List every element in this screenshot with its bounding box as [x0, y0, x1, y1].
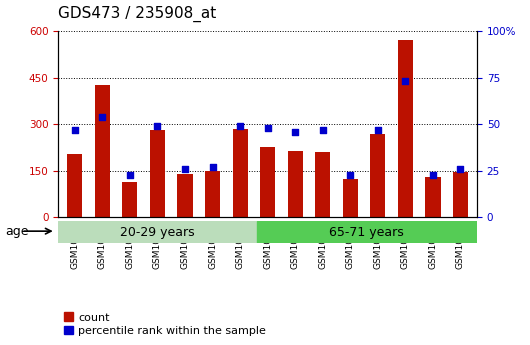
Bar — [95, 85, 110, 217]
Bar — [288, 150, 303, 217]
Point — [208, 164, 217, 170]
Text: 65-71 years: 65-71 years — [330, 226, 404, 238]
Bar — [233, 129, 248, 217]
Point — [429, 172, 437, 177]
Text: GDS473 / 235908_at: GDS473 / 235908_at — [58, 6, 217, 22]
Point — [126, 172, 134, 177]
Bar — [257, 221, 477, 243]
Bar — [260, 148, 275, 217]
Bar — [453, 172, 468, 217]
Point — [346, 172, 355, 177]
Bar — [426, 177, 440, 217]
Bar — [343, 179, 358, 217]
Point — [291, 129, 299, 135]
Bar — [178, 174, 192, 217]
Point — [236, 123, 244, 129]
Text: 20-29 years: 20-29 years — [120, 226, 195, 238]
Bar — [370, 134, 385, 217]
Text: age: age — [5, 225, 29, 238]
Bar — [315, 152, 330, 217]
Bar — [67, 154, 82, 217]
Bar — [150, 130, 165, 217]
Point — [70, 127, 79, 132]
Legend: count, percentile rank within the sample: count, percentile rank within the sample — [64, 313, 266, 336]
Bar — [398, 40, 413, 217]
Point — [374, 127, 382, 132]
Point — [98, 114, 107, 119]
Point — [153, 123, 162, 129]
Point — [401, 79, 410, 84]
Bar — [205, 171, 220, 217]
Point — [263, 125, 272, 131]
Bar — [122, 181, 137, 217]
Bar — [58, 221, 257, 243]
Point — [181, 166, 189, 172]
Point — [319, 127, 327, 132]
Point — [456, 166, 465, 172]
